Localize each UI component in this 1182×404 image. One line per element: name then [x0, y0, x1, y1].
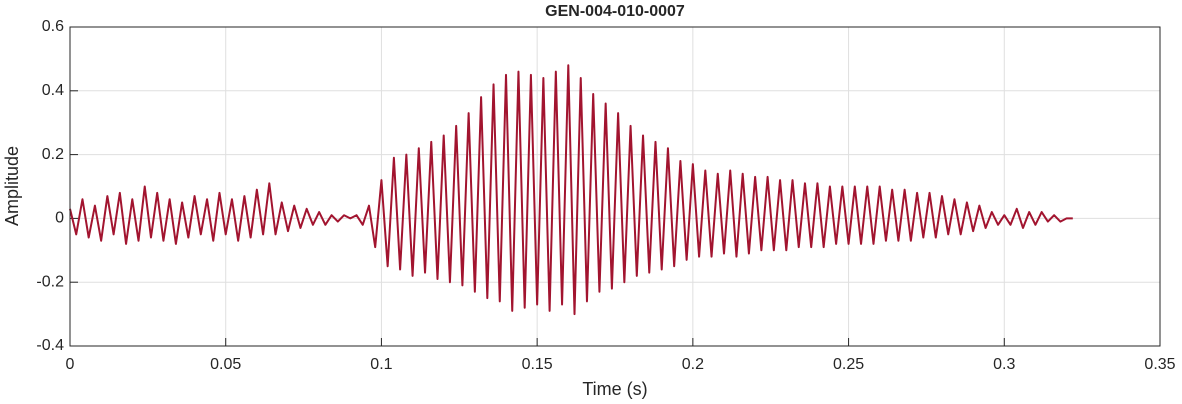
x-axis-label: Time (s) [582, 379, 647, 399]
x-tick-label: 0.25 [833, 356, 864, 373]
y-tick-label: 0.4 [42, 82, 64, 99]
x-tick-label: 0.05 [210, 356, 241, 373]
x-tick-label: 0.1 [370, 356, 392, 373]
x-tick-label: 0.2 [682, 356, 704, 373]
y-tick-label: 0.2 [42, 146, 64, 163]
y-tick-label: -0.2 [36, 273, 64, 290]
chart-title: GEN-004-010-0007 [545, 3, 685, 20]
x-tick-label: 0 [66, 356, 75, 373]
x-tick-label: 0.15 [522, 356, 553, 373]
x-tick-label: 0.3 [993, 356, 1015, 373]
plot-box [69, 26, 1161, 347]
y-tick-label: -0.4 [36, 337, 64, 354]
x-tick-label: 0.35 [1144, 356, 1175, 373]
y-tick-label: 0 [55, 210, 64, 227]
waveform-line [69, 64, 1073, 316]
y-axis-label: Amplitude [2, 146, 22, 226]
y-tick-label: 0.6 [42, 18, 64, 35]
